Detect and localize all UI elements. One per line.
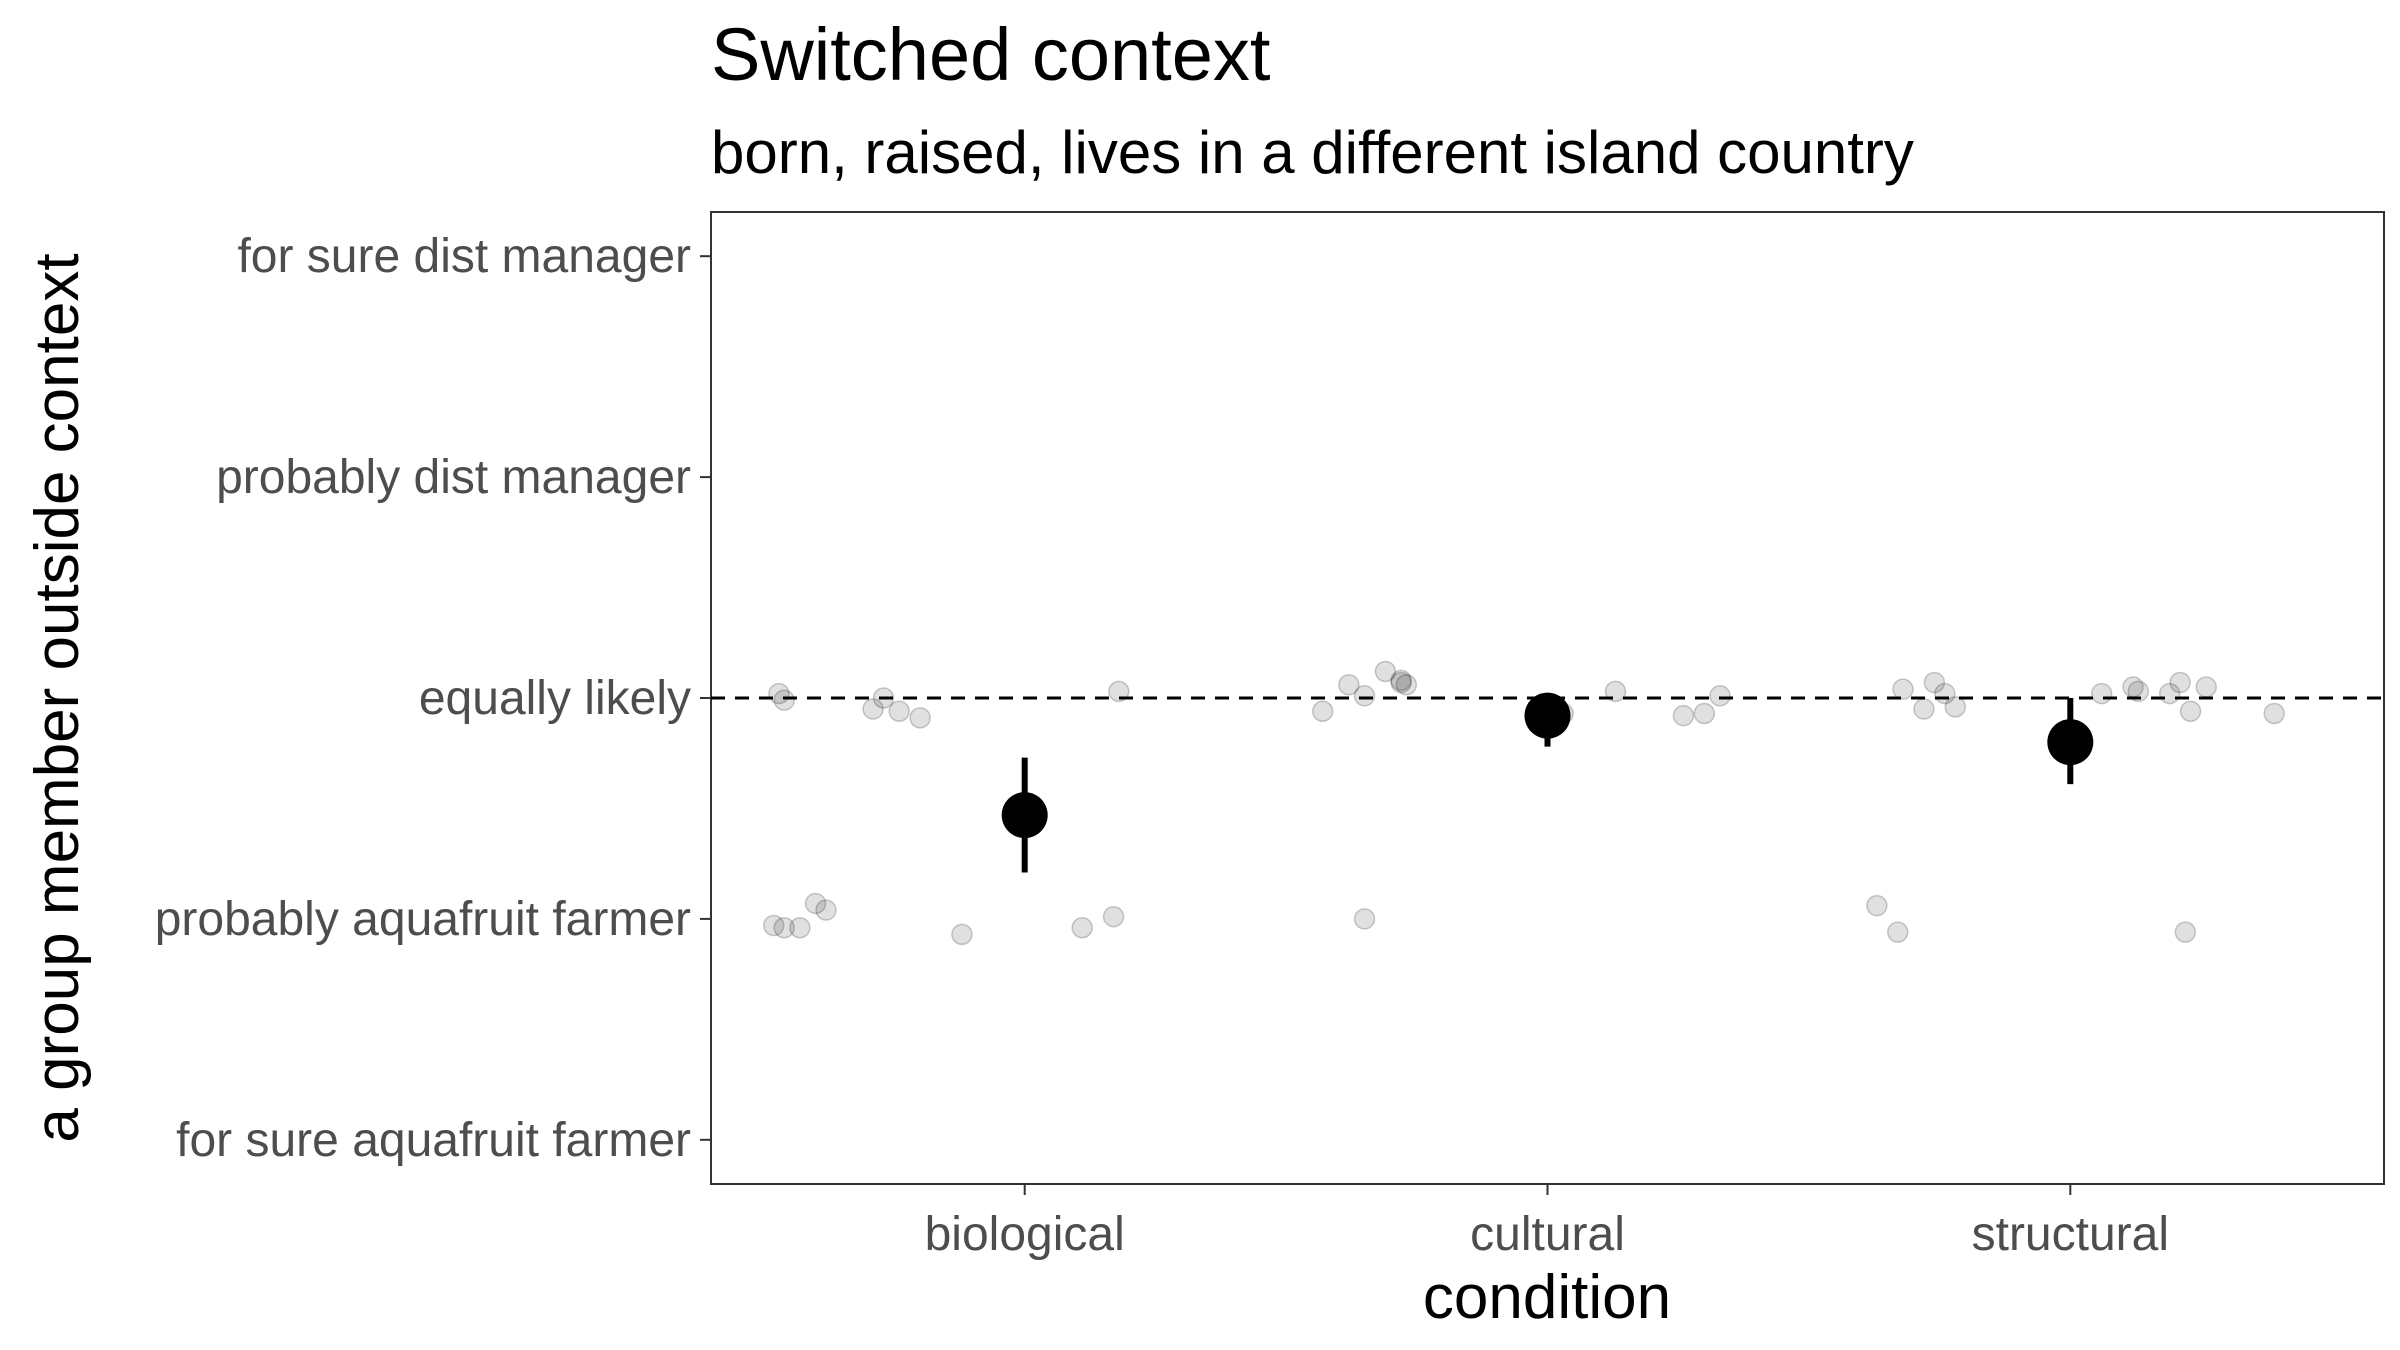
raw-point <box>2195 676 2217 698</box>
raw-point <box>1913 698 1935 720</box>
raw-point <box>1071 916 1093 939</box>
raw-point <box>1887 921 1909 943</box>
raw-point <box>1604 680 1627 703</box>
mean-point <box>1001 792 1048 839</box>
raw-point <box>2122 676 2144 698</box>
raw-point <box>773 689 795 711</box>
raw-point <box>1390 669 1412 692</box>
raw-point <box>1395 673 1418 696</box>
x-axis: biological cultural structural <box>925 1184 2169 1261</box>
y-tick-label: probably aquafruit farmer <box>155 893 691 946</box>
raw-point <box>862 698 884 720</box>
raw-point <box>2179 700 2202 723</box>
raw-point <box>1374 660 1397 683</box>
raw-point <box>2158 682 2181 705</box>
raw-point <box>1892 678 1914 700</box>
raw-point <box>2169 671 2191 694</box>
raw-point <box>1672 704 1695 727</box>
raw-point <box>888 700 910 723</box>
raw-point <box>951 923 973 946</box>
y-tick-label: for sure aquafruit farmer <box>176 1114 691 1167</box>
raw-point <box>1923 671 1946 694</box>
raw-point <box>789 916 811 939</box>
raw-point <box>1866 894 1888 917</box>
mean-point <box>2047 719 2094 766</box>
raw-point <box>762 914 785 937</box>
raw-point <box>773 916 795 939</box>
x-axis-title: condition <box>1423 1263 1671 1332</box>
raw-point <box>1693 702 1716 725</box>
summary-group <box>1001 692 2094 873</box>
y-axis: for sure aquafruit farmer probably aquafr… <box>155 230 711 1167</box>
raw-point <box>909 707 931 729</box>
raw-point <box>1311 700 1334 723</box>
raw-point <box>1944 696 1967 718</box>
raw-point <box>2263 702 2285 725</box>
raw-point <box>1108 680 1130 703</box>
raw-point <box>815 899 837 921</box>
raw-point <box>2127 680 2150 703</box>
chart-subtitle: born, raised, lives in a different islan… <box>711 119 1914 186</box>
mean-point <box>1524 692 1571 739</box>
chart-title: Switched context <box>711 13 1271 96</box>
raw-point <box>1390 671 1412 694</box>
raw-point <box>1338 673 1360 696</box>
x-tick-label: biological <box>925 1208 1125 1261</box>
raw-point <box>1353 908 1376 930</box>
y-tick-label: probably dist manager <box>216 451 691 504</box>
y-tick-label: for sure dist manager <box>237 230 691 283</box>
x-tick-label: cultural <box>1470 1208 1625 1261</box>
y-axis-title: a group member outside context <box>23 253 92 1142</box>
raw-point <box>872 687 895 709</box>
raw-point <box>1934 682 1956 705</box>
raw-point <box>2090 682 2113 705</box>
y-tick-label: equally likely <box>419 672 691 725</box>
raw-point <box>768 682 790 705</box>
raw-point <box>1353 685 1376 707</box>
raw-point <box>2174 921 2197 943</box>
raw-point <box>1709 685 1731 707</box>
raw-point <box>1102 905 1125 928</box>
raw-points-group <box>762 660 2285 946</box>
raw-point <box>804 892 827 915</box>
x-tick-label: structural <box>1972 1208 2169 1261</box>
